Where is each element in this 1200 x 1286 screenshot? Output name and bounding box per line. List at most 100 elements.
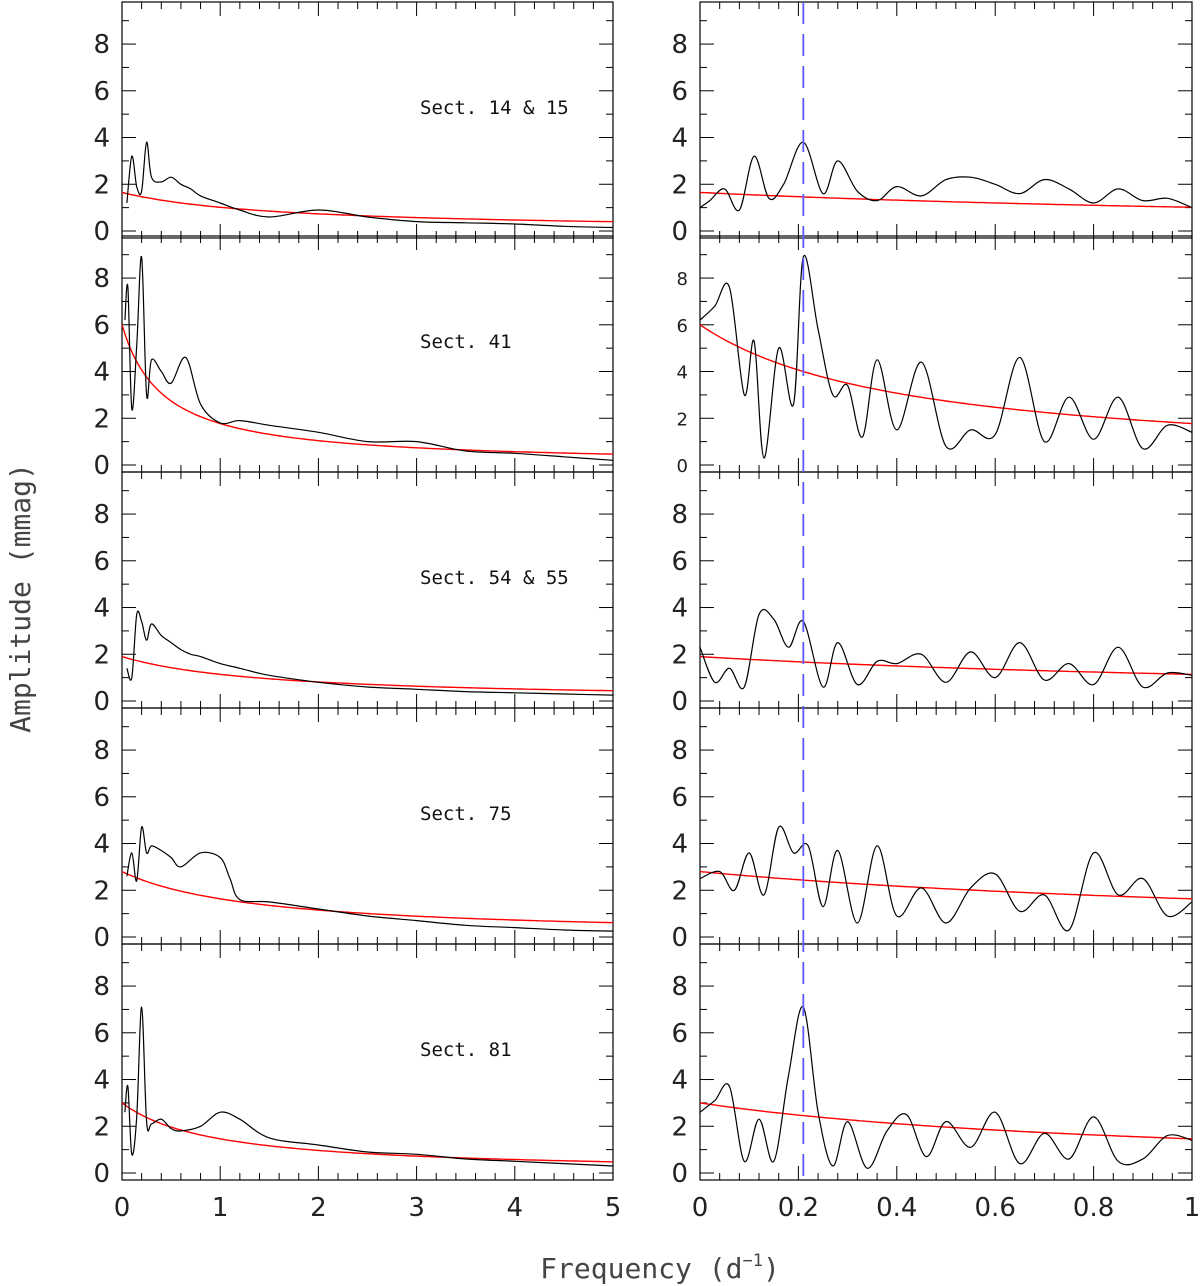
panel-frame [699,1,1193,239]
panel-label: Sect. 41 [420,331,512,353]
y-tick-label: 0 [671,687,688,717]
x-tick-label: 0 [692,1193,709,1223]
y-tick-label: 2 [93,640,110,670]
y-axis-title: Amplitude (mmag) [4,463,37,733]
y-tick-label: 2 [93,404,110,434]
y-tick-label: 8 [671,30,688,60]
spectrum-line [126,826,614,932]
x-tick-label: 3 [408,1193,425,1223]
panel-frame [121,1,614,239]
panel-right-2: 0 2 4 6 8 [677,235,1193,477]
fit-curve [699,1102,1193,1140]
y-tick-label: 8 [93,972,110,1002]
chart-column-full-range: 0 2 4 6 8 Sect. 14 & 15 0 2 4 6 8 Sect. 41 0 2 4 6 8 Sect… [93,1,622,1223]
y-tick-label: 6 [93,1019,110,1049]
fit-curve [121,655,614,692]
x-axis-title-main: Frequency (d [540,1252,742,1285]
panel-frame [121,943,614,1181]
y-tick-label: 4 [677,363,688,384]
y-tick-label: 6 [671,77,688,107]
panel-frame [121,471,614,709]
y-tick-label: 4 [93,124,110,154]
x-axis-title-close: ) [763,1252,780,1285]
y-tick-label: 2 [93,1112,110,1142]
fit-curve [699,655,1193,676]
y-tick-label: 8 [671,736,688,766]
y-tick-label: 4 [671,594,688,624]
panel-frame [699,235,1193,473]
fit-curve [121,870,614,924]
x-tick-label: 0.6 [975,1193,1016,1223]
panel-label: Sect. 14 & 15 [420,97,569,119]
y-tick-label: 6 [671,783,688,813]
y-tick-label: 4 [671,1066,688,1096]
panel-left-5: 0 2 4 6 8 Sect. 81 [93,943,614,1189]
panel-frame [699,943,1193,1181]
y-tick-label: 0 [93,217,110,247]
y-tick-label: 4 [93,830,110,860]
x-tick-label: 1 [212,1193,229,1223]
x-tick-label: 4 [507,1193,524,1223]
y-tick-label: 0 [671,923,688,953]
y-tick-label: 6 [93,547,110,577]
y-tick-label: 4 [671,830,688,860]
panel-right-3: 0 2 4 6 8 [671,471,1193,717]
spectrum-line [699,608,1193,690]
fit-curve [699,870,1193,900]
panel-frame [121,235,614,473]
spectrum-line [699,1006,1193,1169]
y-tick-label: 0 [93,1159,110,1189]
y-tick-label: 0 [677,456,688,477]
y-tick-label: 0 [93,687,110,717]
x-tick-label: 0.2 [778,1193,819,1223]
panel-right-1: 0 2 4 6 8 [671,1,1193,247]
x-tick-label: 2 [310,1193,327,1223]
y-tick-label: 6 [93,783,110,813]
x-tick-label: 0.4 [876,1193,917,1223]
x-axis-title-exponent: −1 [742,1251,762,1271]
spectrum-line [124,256,614,461]
y-tick-label: 6 [671,547,688,577]
y-tick-label: 0 [93,923,110,953]
y-tick-label: 8 [671,972,688,1002]
fit-curve [699,191,1193,208]
y-tick-label: 6 [93,311,110,341]
panel-left-2: 0 2 4 6 8 Sect. 41 [93,235,614,481]
y-tick-label: 6 [677,316,688,337]
panel-label: Sect. 75 [420,803,512,825]
y-tick-label: 8 [677,269,688,290]
y-tick-label: 6 [671,1019,688,1049]
spectrum-line [699,141,1193,212]
fit-curve [699,324,1193,425]
chart-column-zoom: 0 2 4 6 8 0 2 4 6 8 0 2 4 6 8 0 2 4 6 8 0 2 4 6 8 0 0.2 0.4 0.6 0.8 1 [671,1,1200,1223]
panel-left-3: 0 2 4 6 8 Sect. 54 & 55 [93,471,614,717]
x-axis-title: Frequency (d−1) [540,1251,780,1285]
y-tick-label: 4 [93,1066,110,1096]
y-tick-label: 2 [671,640,688,670]
x-tick-label: 0 [114,1193,131,1223]
panel-left-4: 0 2 4 6 8 Sect. 75 [93,707,614,953]
y-tick-label: 4 [93,358,110,388]
y-tick-label: 4 [93,594,110,624]
spectrum-line [699,254,1193,459]
panel-frame [699,707,1193,945]
y-tick-label: 2 [93,170,110,200]
y-tick-label: 0 [671,217,688,247]
panel-right-4: 0 2 4 6 8 [671,707,1193,953]
fit-curve [121,1102,614,1163]
panel-label: Sect. 54 & 55 [420,567,569,589]
y-tick-label: 2 [671,876,688,906]
y-tick-label: 2 [93,876,110,906]
panel-label: Sect. 81 [420,1039,512,1061]
spectrum-line [124,1006,614,1167]
y-tick-label: 6 [93,77,110,107]
x-tick-label: 0.8 [1073,1193,1114,1223]
x-tick-label: 5 [605,1193,622,1223]
y-tick-label: 0 [93,451,110,481]
spectrum-line [699,825,1193,932]
y-tick-label: 8 [93,264,110,294]
y-tick-label: 2 [671,170,688,200]
y-tick-label: 8 [93,736,110,766]
panel-frame [121,707,614,945]
